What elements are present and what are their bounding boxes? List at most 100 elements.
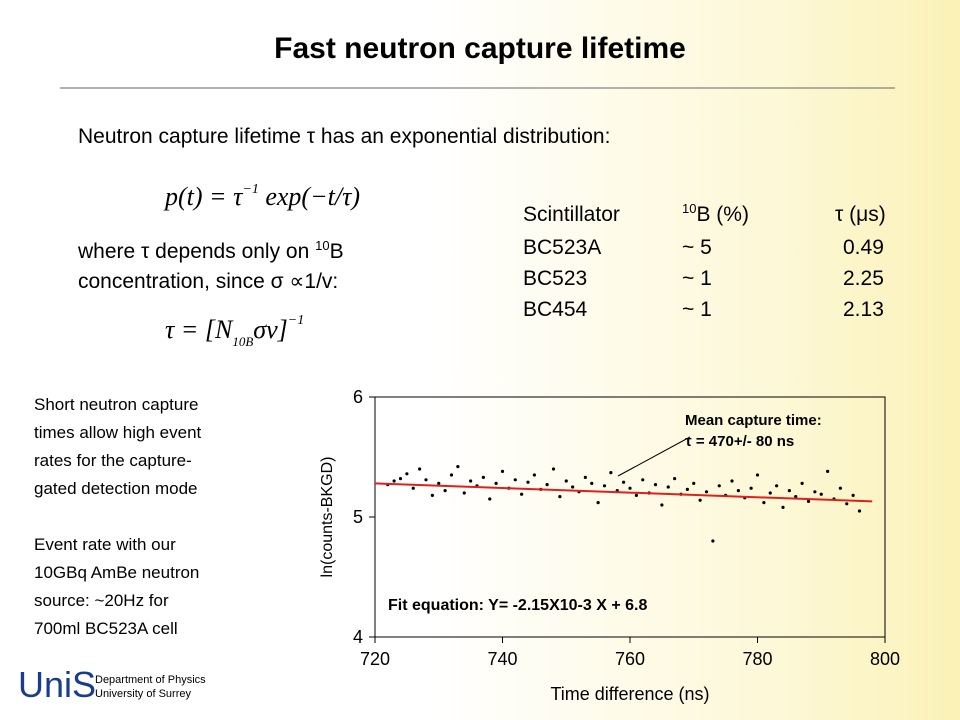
data-point [481, 475, 485, 479]
title: Fast neutron capture lifetime [274, 32, 686, 65]
data-point [532, 473, 536, 477]
data-point [469, 479, 473, 483]
note-line: rates for the capture- [34, 451, 192, 470]
annotation: Mean capture time: [685, 412, 822, 429]
data-point [755, 473, 760, 477]
x-tick-label: 780 [742, 649, 772, 669]
data-point [590, 481, 594, 485]
data-point [622, 480, 626, 484]
data-point [462, 491, 466, 495]
data-point [424, 478, 428, 482]
data-point [660, 503, 664, 507]
data-point [449, 473, 454, 477]
table-cell: 0.49 [843, 236, 884, 259]
data-point [845, 502, 849, 506]
data-point [781, 505, 785, 509]
y-tick-label: 4 [353, 627, 363, 647]
data-point [500, 469, 505, 473]
y-axis-label: ln(counts-BKGD) [319, 457, 336, 578]
data-point [609, 471, 613, 475]
x-tick-label: 720 [360, 649, 390, 669]
data-point [488, 497, 492, 501]
chart: 720 740 760 780 800 4 5 6 Time difference (ns) ln… [319, 387, 900, 704]
table-header: Scintillator [523, 203, 620, 226]
data-point [857, 509, 862, 513]
table-cell: BC523A [523, 236, 601, 259]
x-tick-label: 760 [615, 649, 645, 669]
data-point [762, 501, 766, 505]
note-line: gated detection mode [34, 479, 198, 498]
logo-line: University of Surrey [95, 688, 191, 700]
table-cell: 2.25 [843, 267, 884, 290]
data-point [558, 495, 562, 499]
data-point [806, 499, 811, 503]
y-tick-label: 5 [353, 507, 363, 527]
note-line: 10GBq AmBe neutron [34, 563, 199, 582]
data-point [411, 486, 415, 490]
data-point [571, 485, 575, 489]
data-point [526, 480, 530, 484]
where-text: where τ depends only on 10B [77, 238, 344, 263]
note-line: times allow high event [34, 423, 202, 442]
data-point [456, 465, 460, 469]
x-tick-label: 740 [487, 649, 517, 669]
table-cell: BC454 [523, 298, 588, 321]
data-point [730, 479, 734, 483]
data-point [775, 484, 779, 488]
data-point [398, 477, 403, 481]
x-axis-label: Time difference (ns) [550, 684, 709, 704]
data-point [685, 487, 689, 491]
data-point [749, 486, 753, 490]
data-point [787, 489, 791, 493]
data-point [513, 478, 517, 482]
table-cell: BC523 [523, 267, 587, 290]
data-point [520, 492, 524, 496]
x-tick-label: 800 [870, 649, 900, 669]
note-line: Short neutron capture [34, 395, 198, 414]
data-point [826, 469, 830, 473]
intro: Neutron capture lifetime τ has an expone… [78, 125, 610, 148]
data-point [673, 477, 677, 481]
table-header: 10B (%) [682, 201, 749, 226]
data-point [692, 481, 696, 485]
data-point [596, 501, 600, 505]
y-tick-label: 6 [353, 387, 363, 407]
data-point [392, 479, 396, 483]
fit-label: Fit equation: Y= -2.15X10-3 X + 6.8 [388, 597, 647, 614]
data-point [851, 493, 855, 497]
formula2: τ = [N10Bσν]−1 [165, 313, 304, 349]
table-cell: ~ 1 [682, 267, 712, 290]
table: Scintillator 10B (%) τ (μs) BC523A ~ 5 0.4… [523, 201, 886, 321]
data-point [711, 539, 715, 543]
data-point [430, 493, 434, 497]
data-point [666, 485, 670, 489]
table-header: τ (μs) [835, 203, 886, 226]
data-point [838, 486, 842, 490]
data-point [405, 472, 409, 476]
data-point [634, 493, 638, 497]
data-point [717, 484, 721, 488]
fit-line [374, 482, 873, 503]
table-cell: ~ 1 [682, 298, 712, 321]
data-point [800, 481, 804, 485]
table-cell: ~ 5 [682, 236, 712, 259]
data-point [545, 483, 549, 487]
data-point [418, 467, 422, 471]
annotation-arrow [617, 436, 691, 477]
concentration-text: concentration, since σ ∝1/v: [78, 270, 338, 293]
data-point [551, 467, 556, 471]
data-point [768, 491, 772, 495]
data-point [437, 481, 441, 485]
data-point [583, 475, 587, 479]
note-line: Event rate with our [34, 535, 176, 554]
annotation: τ = 470+/- 80 ns [685, 433, 794, 450]
data-point [602, 484, 607, 488]
note-line: 700ml BC523A cell [34, 619, 178, 638]
data-point [698, 498, 702, 502]
data-point [443, 489, 447, 493]
data-point [628, 486, 632, 490]
data-point [641, 478, 645, 482]
logo-mark: UniS [18, 664, 96, 705]
note-line: source: ~20Hz for [34, 591, 169, 610]
logo-line: Department of Physics [95, 674, 206, 686]
